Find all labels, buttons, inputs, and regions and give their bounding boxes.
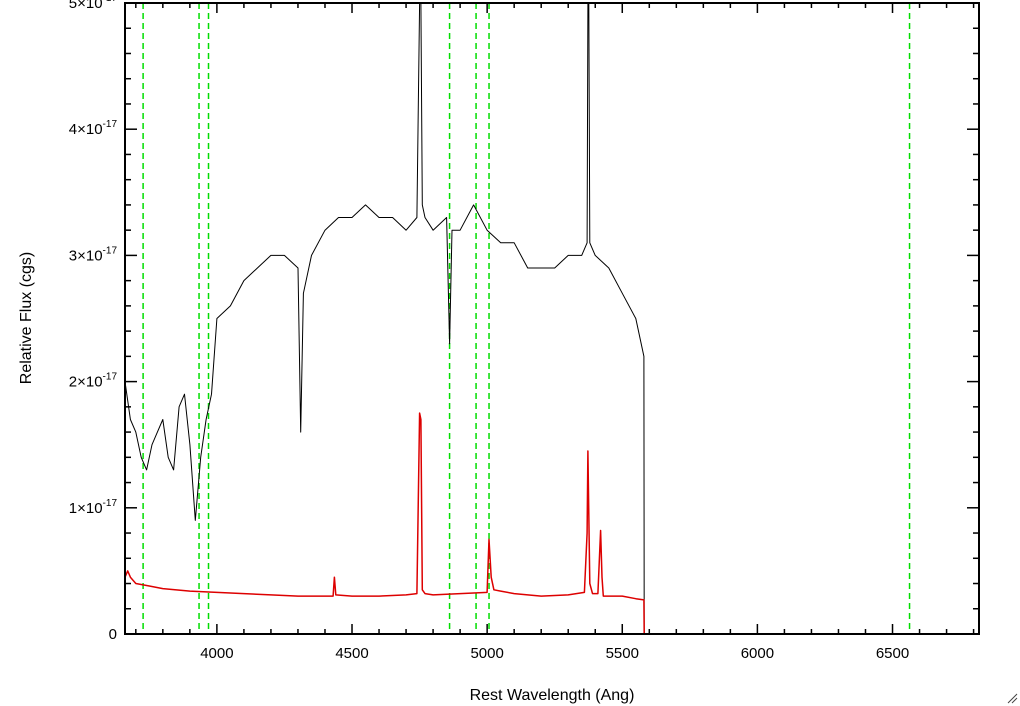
- y-tick-label: 2×10-17: [69, 372, 118, 391]
- x-tick-label: 5000: [470, 645, 503, 662]
- y-tick-label: 3×10-17: [69, 245, 118, 264]
- x-axis: 4000 4500 5000 5500 6000 6500: [135, 3, 975, 662]
- series-group: [124, 2, 979, 635]
- resize-grip-icon[interactable]: [1006, 692, 1018, 704]
- y-tick-label: 0: [109, 626, 117, 643]
- x-axis-title: Rest Wavelength (Ang): [470, 687, 635, 704]
- x-tick-label: 6000: [741, 645, 774, 662]
- x-tick-label: 4000: [200, 645, 233, 662]
- y-tick-label: 5×10-17: [69, 0, 118, 12]
- x-tick-label: 4500: [335, 645, 368, 662]
- reference-line-group: [142, 3, 911, 634]
- plot-frame: [124, 2, 980, 635]
- series-line-1: [124, 412, 979, 635]
- series-line-0: [124, 2, 979, 635]
- x-tick-label: 6500: [876, 645, 909, 662]
- x-tick-label: 5500: [606, 645, 639, 662]
- y-tick-label: 4×10-17: [69, 119, 118, 138]
- y-tick-label: 1×10-17: [69, 498, 118, 517]
- y-axis-title: Relative Flux (cgs): [18, 252, 35, 384]
- y-axis: 0 1×10-17 2×10-17 3×10-17 4×10-17 5×10-17: [69, 0, 979, 643]
